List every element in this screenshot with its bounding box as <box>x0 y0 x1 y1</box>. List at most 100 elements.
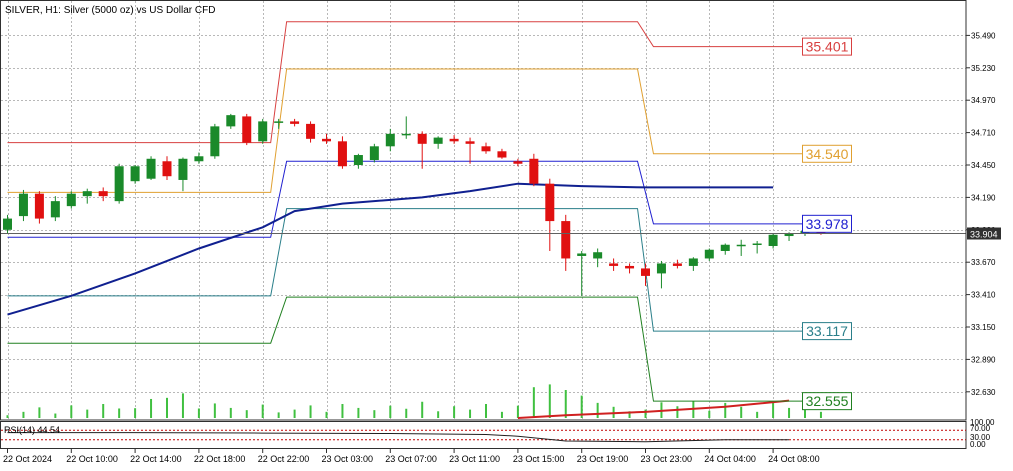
candle[interactable] <box>130 165 140 184</box>
candle[interactable] <box>433 136 443 149</box>
candle-body <box>226 115 236 127</box>
label-text: 33.978 <box>806 216 849 232</box>
candle-body <box>353 155 363 165</box>
candle[interactable] <box>3 214 12 234</box>
candle[interactable] <box>34 191 44 224</box>
candle-body <box>114 166 124 202</box>
candle[interactable] <box>258 118 268 144</box>
candle-body <box>752 243 762 246</box>
candle[interactable] <box>481 142 491 154</box>
candle-body <box>194 156 204 162</box>
candle-body <box>609 263 619 266</box>
candle[interactable] <box>465 137 475 164</box>
candle-body <box>162 161 172 177</box>
candle[interactable] <box>194 152 204 164</box>
candle[interactable] <box>353 153 363 169</box>
candle-body <box>625 265 635 269</box>
candle[interactable] <box>162 156 172 180</box>
candle[interactable] <box>497 148 507 159</box>
candle[interactable] <box>290 118 300 127</box>
candle[interactable] <box>656 260 666 289</box>
candle[interactable] <box>178 157 188 192</box>
y-tick-label: 32.630 <box>971 388 996 397</box>
candle[interactable] <box>561 214 571 271</box>
x-tick-label: 24 Oct 04:00 <box>704 454 756 464</box>
x-tick-label: 22 Oct 14:00 <box>130 454 182 464</box>
candles <box>3 113 826 296</box>
candle-body <box>704 249 714 259</box>
candle[interactable] <box>672 259 682 269</box>
candle[interactable] <box>513 158 523 167</box>
y-tick-label: 32.890 <box>971 355 996 364</box>
candle[interactable] <box>322 133 331 144</box>
candle[interactable] <box>768 233 778 249</box>
candle-body <box>322 138 331 142</box>
level-blue-line <box>7 160 813 238</box>
time-axis: 22 Oct 2024 22 Oct 10:00 22 Oct 14:00 22 Oc… <box>3 449 820 464</box>
candle[interactable] <box>545 178 555 251</box>
candle[interactable] <box>82 188 92 204</box>
candle[interactable] <box>226 113 236 129</box>
candle[interactable] <box>577 250 587 296</box>
candle[interactable] <box>242 113 252 146</box>
candle[interactable] <box>98 187 108 202</box>
candle[interactable] <box>529 153 539 187</box>
candle[interactable] <box>688 257 698 271</box>
candle[interactable] <box>114 163 124 204</box>
rsi-scale-label: 100.00 <box>970 418 995 427</box>
y-tick-label: 34.970 <box>971 96 996 105</box>
candle[interactable] <box>641 263 650 286</box>
candle[interactable] <box>274 118 284 129</box>
candle-body <box>417 133 427 144</box>
candle-body <box>433 137 443 144</box>
x-tick-label: 22 Oct 18:00 <box>194 454 246 464</box>
candle[interactable] <box>704 248 714 261</box>
candle[interactable] <box>609 258 619 271</box>
candle[interactable] <box>752 241 762 254</box>
candle[interactable] <box>66 191 76 209</box>
candle[interactable] <box>401 116 411 139</box>
candle-body <box>641 268 650 276</box>
candle-body <box>3 218 12 230</box>
candle-body <box>98 191 108 197</box>
x-tick-label: 23 Oct 15:00 <box>513 454 565 464</box>
rsi-scale-label: 70.00 <box>970 424 991 433</box>
candle[interactable] <box>369 143 379 163</box>
candle-body <box>337 141 347 167</box>
candle[interactable] <box>593 248 603 268</box>
y-tick-label: 35.490 <box>971 31 996 40</box>
candle[interactable] <box>146 156 156 180</box>
candle[interactable] <box>625 263 635 274</box>
label-box <box>802 214 852 233</box>
volume-moving-average <box>517 399 790 419</box>
candle[interactable] <box>385 128 395 152</box>
label-text: 32.555 <box>806 393 849 409</box>
level-green-line <box>7 296 813 402</box>
candle[interactable] <box>736 239 746 256</box>
candle[interactable] <box>337 136 347 169</box>
candle[interactable] <box>449 135 459 144</box>
candle[interactable] <box>417 131 427 169</box>
level-teal-price-label: 33.117 <box>802 322 852 341</box>
candle-body <box>18 193 28 217</box>
candle-body <box>274 121 284 123</box>
candle[interactable] <box>720 243 730 255</box>
level-orange-price-label: 34.540 <box>802 144 852 163</box>
rsi-label: RSI(14) 44.54 <box>4 425 60 435</box>
x-tick-label: 23 Oct 19:00 <box>577 454 629 464</box>
candle-body <box>66 193 76 207</box>
candle[interactable] <box>210 123 220 159</box>
level-red-top-line <box>7 21 813 144</box>
candle-body <box>720 244 730 251</box>
candle[interactable] <box>18 189 28 222</box>
level-blue-price-label: 33.978 <box>802 214 852 233</box>
y-tick-label: 35.230 <box>971 64 996 73</box>
candle[interactable] <box>306 121 316 143</box>
chart-title: SILVER, H1: Silver (5000 oz) vs US Dolla… <box>5 5 215 16</box>
label-box <box>802 37 852 56</box>
candle[interactable] <box>50 196 60 222</box>
level-red-top-price-label: 35.401 <box>802 37 852 56</box>
